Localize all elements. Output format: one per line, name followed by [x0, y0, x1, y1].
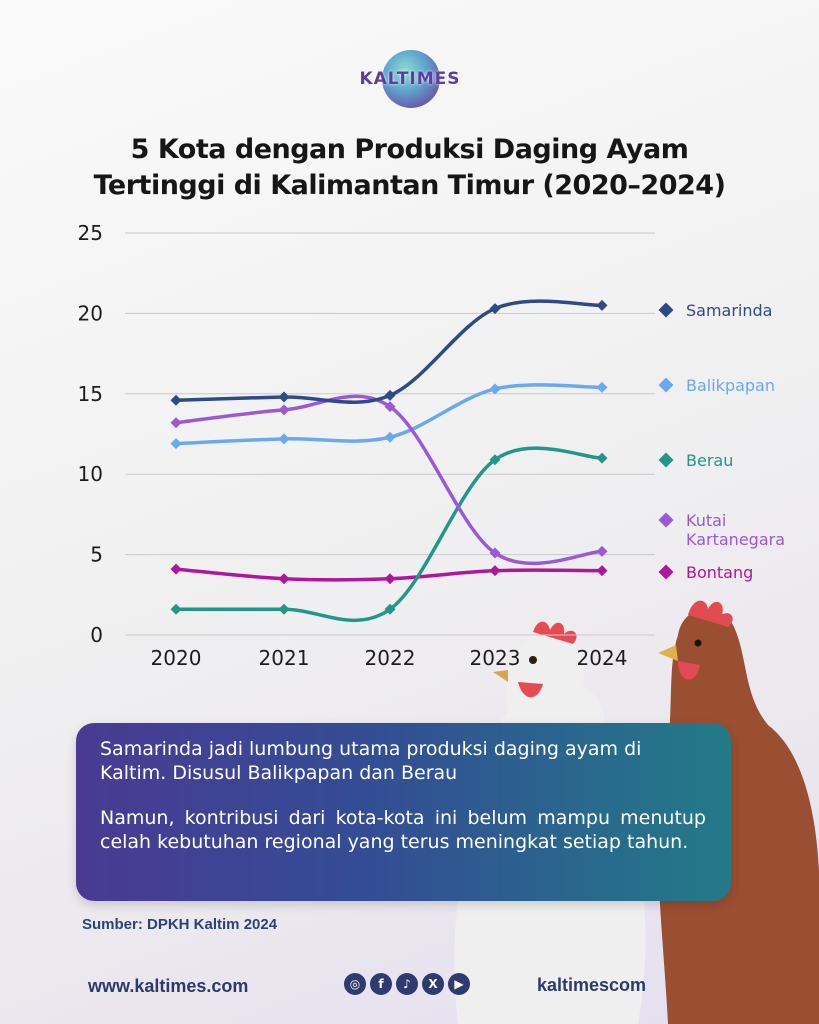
brown-chicken-image [657, 600, 819, 1024]
title-line-2: Tertinggi di Kalimantan Timur (2020–2024… [93, 170, 726, 201]
website-link[interactable]: www.kaltimes.com [88, 976, 249, 996]
legend-label: Berau [686, 451, 733, 470]
legend-label: Kartanegara [686, 530, 785, 549]
data-point-marker [489, 454, 501, 466]
legend-label: Bontang [686, 563, 753, 582]
source-note: Sumber: DPKH Kaltim 2024 [82, 916, 278, 933]
data-point-marker [170, 563, 182, 575]
y-tick-label: 0 [90, 623, 103, 647]
legend-label: Samarinda [686, 301, 772, 320]
data-point-marker [596, 381, 608, 393]
x-tick-label: 2024 [577, 646, 628, 670]
legend-label: Kutai [686, 511, 726, 530]
legend-marker [658, 302, 674, 318]
title-line-1: 5 Kota dengan Produksi Daging Ayam [130, 134, 689, 165]
info-paragraph-2: Namun, kontribusi dari kota-kota ini bel… [100, 807, 706, 853]
info-box: Samarinda jadi lumbung utama produksi da… [76, 723, 731, 901]
x-icon[interactable]: X [422, 973, 444, 995]
y-tick-label: 10 [78, 462, 103, 486]
youtube-icon[interactable]: ▶ [448, 973, 470, 995]
data-point-marker [489, 303, 501, 315]
y-tick-label: 15 [78, 382, 103, 406]
data-point-marker [278, 433, 290, 445]
data-point-marker [278, 603, 290, 615]
data-point-marker [596, 565, 608, 577]
data-point-marker [170, 438, 182, 450]
series-line [174, 394, 604, 565]
y-tick-label: 5 [90, 543, 103, 567]
data-point-marker [596, 299, 608, 311]
legend-marker [658, 512, 674, 528]
y-tick-label: 25 [78, 221, 103, 245]
y-tick-label: 20 [78, 301, 103, 325]
data-point-marker [596, 452, 608, 464]
info-paragraph-1: Samarinda jadi lumbung utama produksi da… [100, 738, 642, 784]
x-tick-label: 2020 [151, 646, 202, 670]
data-point-marker [278, 404, 290, 416]
tiktok-icon[interactable]: ♪ [396, 973, 418, 995]
facebook-icon[interactable]: f [370, 973, 392, 995]
data-point-marker [384, 389, 396, 401]
data-point-marker [384, 401, 396, 413]
kaltimes-logo: KALTIMES [355, 50, 465, 110]
social-icons: ◎ f ♪ X ▶ [344, 973, 470, 997]
legend-marker [658, 452, 674, 468]
page-title: 5 Kota dengan Produksi Daging Ayam Terti… [20, 132, 799, 204]
instagram-icon[interactable]: ◎ [344, 973, 366, 995]
data-point-marker [596, 545, 608, 557]
data-point-marker [384, 573, 396, 585]
data-point-marker [489, 383, 501, 395]
legend-marker [658, 377, 674, 393]
logo-globe-icon [382, 50, 440, 108]
x-tick-label: 2023 [470, 646, 521, 670]
logo-text: KALTIMES [359, 69, 461, 89]
x-tick-label: 2021 [259, 646, 310, 670]
data-point-marker [489, 547, 501, 559]
data-point-marker [384, 431, 396, 443]
data-point-marker [278, 573, 290, 585]
data-point-marker [384, 603, 396, 615]
line-chart: 0 5 10 15 20 25 2020 2021 2022 2023 2024 Samarinda B… [78, 221, 785, 670]
data-point-marker [278, 391, 290, 403]
legend-marker [658, 564, 674, 580]
data-point-marker [170, 417, 182, 429]
legend-label: Balikpapan [686, 376, 775, 395]
data-point-marker [170, 394, 182, 406]
data-point-marker [489, 565, 501, 577]
x-tick-label: 2022 [365, 646, 416, 670]
social-handle[interactable]: kaltimescom [537, 975, 647, 995]
series-line [174, 299, 604, 404]
data-point-marker [170, 603, 182, 615]
